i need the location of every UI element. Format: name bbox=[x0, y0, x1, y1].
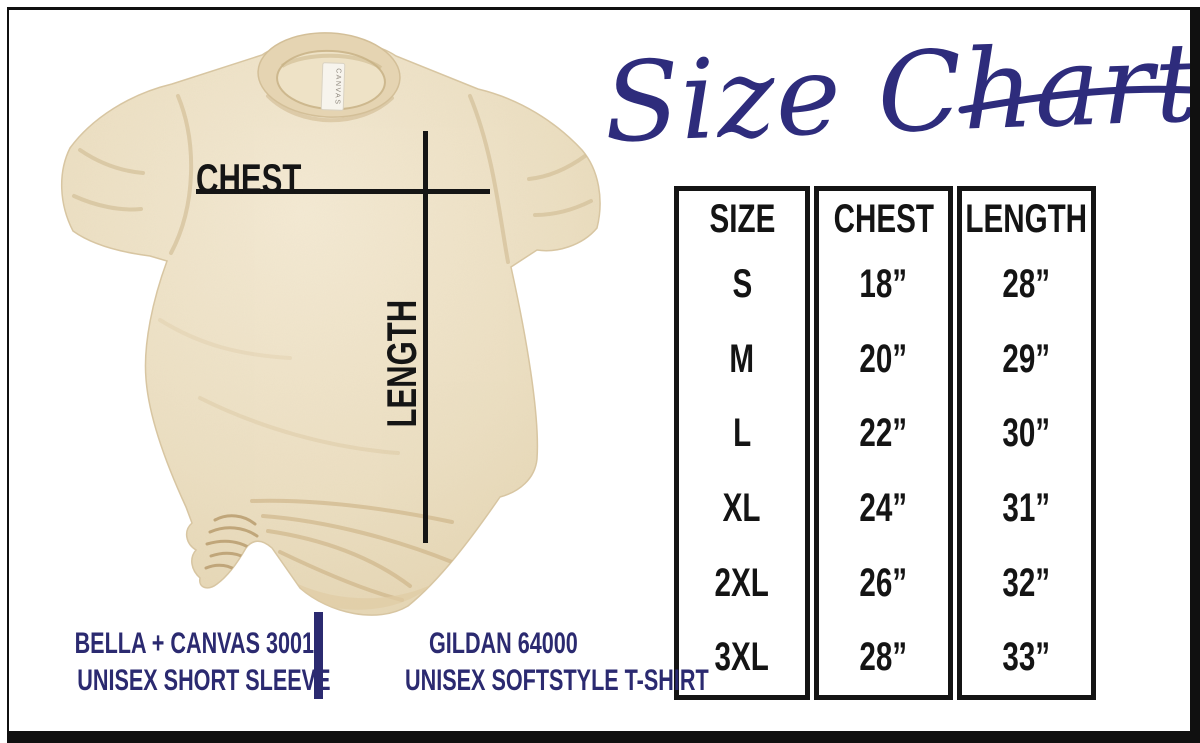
table-cell-chest-3XL: 28” bbox=[859, 635, 908, 680]
title-swash-stroke bbox=[958, 85, 1196, 114]
table-cell-size-2XL: 2XL bbox=[714, 560, 770, 605]
table-cell-chest-S: 18” bbox=[859, 261, 908, 306]
table-cell-chest-M: 20” bbox=[859, 336, 908, 381]
footer-right-line1: GILDAN 64000 bbox=[428, 627, 578, 660]
length-label-text: LENGTH bbox=[378, 299, 425, 428]
footer-left-line1: BELLA + CANVAS 3001 bbox=[74, 627, 315, 660]
chest-label-text: CHEST bbox=[196, 155, 302, 202]
table-cell-size-S: S bbox=[732, 261, 752, 306]
collar-tag-text: CANVAS bbox=[333, 68, 341, 106]
table-header-length-text: LENGTH bbox=[965, 196, 1088, 241]
table-cell-length-M: 29” bbox=[1002, 336, 1051, 381]
length-label: LENGTH bbox=[378, 300, 425, 450]
tshirt-shading bbox=[61, 39, 601, 616]
table-cell-chest-XL: 24” bbox=[859, 485, 908, 530]
size-table: SIZE S M L XL 2XL 3XL CHEST 18” 20” 22” 24” 26” 28… bbox=[674, 186, 1096, 700]
table-cell-size-3XL: 3XL bbox=[714, 635, 770, 680]
footer-product-left: BELLA + CANVAS 3001 UNISEX SHORT SLEEVE bbox=[28, 625, 331, 699]
chest-label: CHEST bbox=[196, 158, 338, 200]
table-column-length: LENGTH 28” 29” 30” 31” 32” 33” bbox=[957, 186, 1096, 700]
table-cell-size-L: L bbox=[732, 411, 752, 456]
footer-right-line2: UNISEX SOFTSTYLE T-SHIRT bbox=[405, 664, 709, 697]
tshirt-illustration: CANVAS bbox=[60, 32, 601, 616]
footer-left-line2: UNISEX SHORT SLEEVE bbox=[77, 664, 331, 697]
table-header-size: SIZE bbox=[679, 191, 805, 247]
table-cell-length-3XL: 33” bbox=[1002, 635, 1051, 680]
table-cell-size-XL: XL bbox=[723, 485, 761, 530]
table-cell-length-2XL: 32” bbox=[1002, 560, 1051, 605]
footer-divider-bar bbox=[314, 612, 323, 699]
table-cell-size-M: M bbox=[729, 336, 755, 381]
table-column-size: SIZE S M L XL 2XL 3XL bbox=[674, 186, 810, 700]
table-cell-length-S: 28” bbox=[1002, 261, 1051, 306]
table-cell-length-XL: 31” bbox=[1002, 485, 1051, 530]
table-header-chest: CHEST bbox=[819, 191, 948, 247]
table-cell-chest-2XL: 26” bbox=[859, 560, 908, 605]
table-header-chest-text: CHEST bbox=[833, 196, 934, 241]
table-cell-chest-L: 22” bbox=[859, 411, 908, 456]
table-cell-length-L: 30” bbox=[1002, 411, 1051, 456]
tshirt-collar: CANVAS bbox=[257, 32, 401, 118]
length-measure-line bbox=[423, 131, 428, 543]
collar-tag: CANVAS bbox=[320, 62, 346, 111]
table-header-size-text: SIZE bbox=[709, 196, 775, 241]
table-header-length: LENGTH bbox=[962, 191, 1091, 247]
table-column-chest: CHEST 18” 20” 22” 24” 26” 28” bbox=[814, 186, 953, 700]
footer-product-right: GILDAN 64000 UNISEX SOFTSTYLE T-SHIRT bbox=[346, 625, 709, 699]
chest-measure-line bbox=[196, 189, 490, 194]
